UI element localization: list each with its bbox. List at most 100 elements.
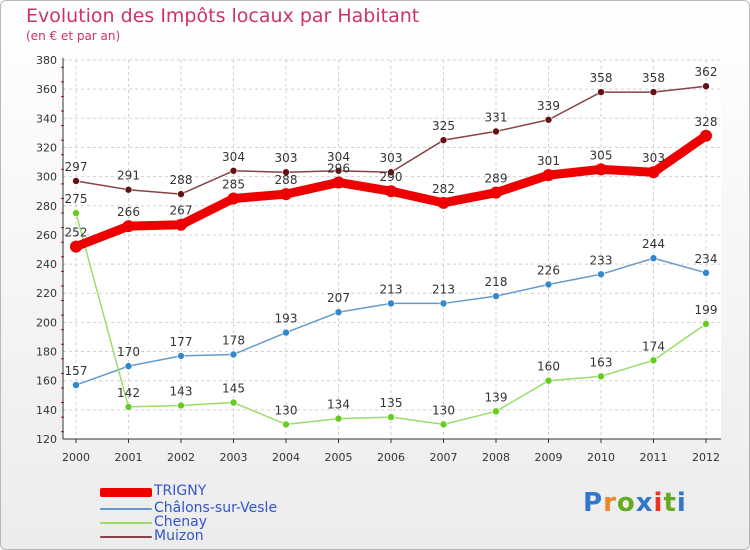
y-tick-label: 160 — [36, 375, 57, 388]
data-label: 282 — [432, 182, 455, 196]
data-point — [542, 169, 555, 182]
data-point — [647, 166, 660, 179]
data-label: 303 — [275, 151, 298, 165]
data-label: 234 — [695, 252, 718, 266]
y-tick-label: 140 — [36, 404, 57, 417]
data-point — [702, 269, 710, 277]
legend-swatch — [100, 536, 152, 538]
data-point — [334, 166, 343, 175]
data-label: 291 — [117, 169, 140, 183]
data-point — [492, 407, 500, 416]
data-point — [177, 190, 185, 198]
x-tick-label: 2002 — [167, 451, 195, 464]
y-tick-label: 320 — [36, 141, 57, 154]
data-label: 289 — [485, 172, 508, 186]
y-tick-label: 380 — [36, 54, 57, 67]
x-tick-label: 2004 — [272, 451, 300, 464]
data-point — [72, 381, 80, 389]
data-point — [544, 280, 553, 289]
data-point — [72, 209, 80, 217]
y-tick-label: 300 — [36, 171, 57, 184]
data-point — [649, 254, 658, 263]
data-label: 134 — [327, 398, 350, 412]
data-point — [229, 398, 238, 407]
data-point — [649, 88, 658, 96]
y-tick-label: 360 — [36, 83, 57, 96]
data-label: 139 — [485, 390, 508, 404]
x-tick-label: 2001 — [115, 451, 143, 464]
data-label: 193 — [275, 312, 298, 326]
data-label: 218 — [485, 275, 508, 289]
data-label: 362 — [695, 65, 718, 79]
data-label: 145 — [222, 382, 245, 396]
data-point — [387, 168, 395, 177]
data-point — [702, 82, 710, 91]
y-tick-label: 120 — [36, 433, 57, 446]
legend-swatch — [100, 508, 152, 510]
data-label: 358 — [642, 71, 665, 85]
data-label: 305 — [590, 148, 613, 162]
x-tick-label: 2005 — [325, 451, 353, 464]
x-tick-label: 2007 — [430, 451, 458, 464]
data-label: 303 — [642, 151, 665, 165]
data-point — [227, 192, 240, 205]
data-point — [387, 413, 395, 421]
data-point — [122, 220, 135, 233]
brand-letter: x — [635, 488, 654, 518]
data-point — [124, 185, 133, 194]
data-label: 177 — [170, 335, 193, 349]
data-point — [597, 372, 605, 381]
chart-subtitle: (en € et par an) — [26, 29, 121, 43]
data-point — [702, 320, 710, 328]
legend-swatch — [100, 522, 152, 524]
data-label: 267 — [170, 204, 193, 218]
legend-label: Muizon — [154, 528, 204, 544]
data-point — [70, 240, 82, 253]
data-point — [439, 136, 448, 144]
x-tick-label: 2012 — [692, 451, 720, 464]
data-label: 290 — [380, 170, 403, 184]
data-point — [177, 352, 185, 360]
data-label: 130 — [432, 403, 455, 417]
data-point — [282, 420, 290, 429]
data-label: 233 — [590, 253, 613, 267]
data-label: 288 — [170, 173, 193, 187]
legend-label: TRIGNY — [154, 483, 207, 499]
data-point — [229, 350, 238, 359]
data-point — [439, 299, 448, 308]
data-label: 325 — [432, 119, 455, 133]
data-point — [437, 196, 450, 209]
data-label: 170 — [117, 345, 140, 359]
data-point — [595, 163, 607, 176]
data-label: 331 — [485, 110, 508, 124]
data-point — [124, 362, 133, 370]
data-label: 304 — [327, 150, 350, 164]
data-point — [597, 270, 605, 279]
data-point — [332, 176, 345, 189]
data-point — [597, 88, 605, 96]
data-point — [175, 218, 187, 231]
x-tick-label: 2000 — [62, 451, 90, 464]
brand-letter: r — [603, 488, 617, 518]
data-label: 328 — [695, 115, 718, 129]
data-label: 199 — [695, 303, 718, 317]
data-label: 252 — [65, 226, 88, 240]
data-label: 178 — [222, 333, 245, 347]
data-point — [700, 129, 712, 142]
data-point — [649, 356, 658, 365]
legend-label: Châlons-sur-Vesle — [154, 500, 278, 516]
data-point — [177, 401, 185, 410]
data-point — [282, 328, 290, 337]
data-label: 304 — [222, 150, 245, 164]
data-point — [544, 115, 553, 124]
data-label: 358 — [590, 71, 613, 85]
data-point — [544, 376, 553, 385]
x-tick-label: 2011 — [640, 451, 668, 464]
y-tick-label: 220 — [36, 287, 57, 300]
y-tick-label: 280 — [36, 200, 57, 213]
chart-title: Evolution des Impôts locaux par Habitant — [26, 5, 420, 27]
x-tick-label: 2008 — [482, 451, 510, 464]
data-label: 296 — [327, 161, 350, 175]
data-label: 213 — [380, 282, 403, 296]
